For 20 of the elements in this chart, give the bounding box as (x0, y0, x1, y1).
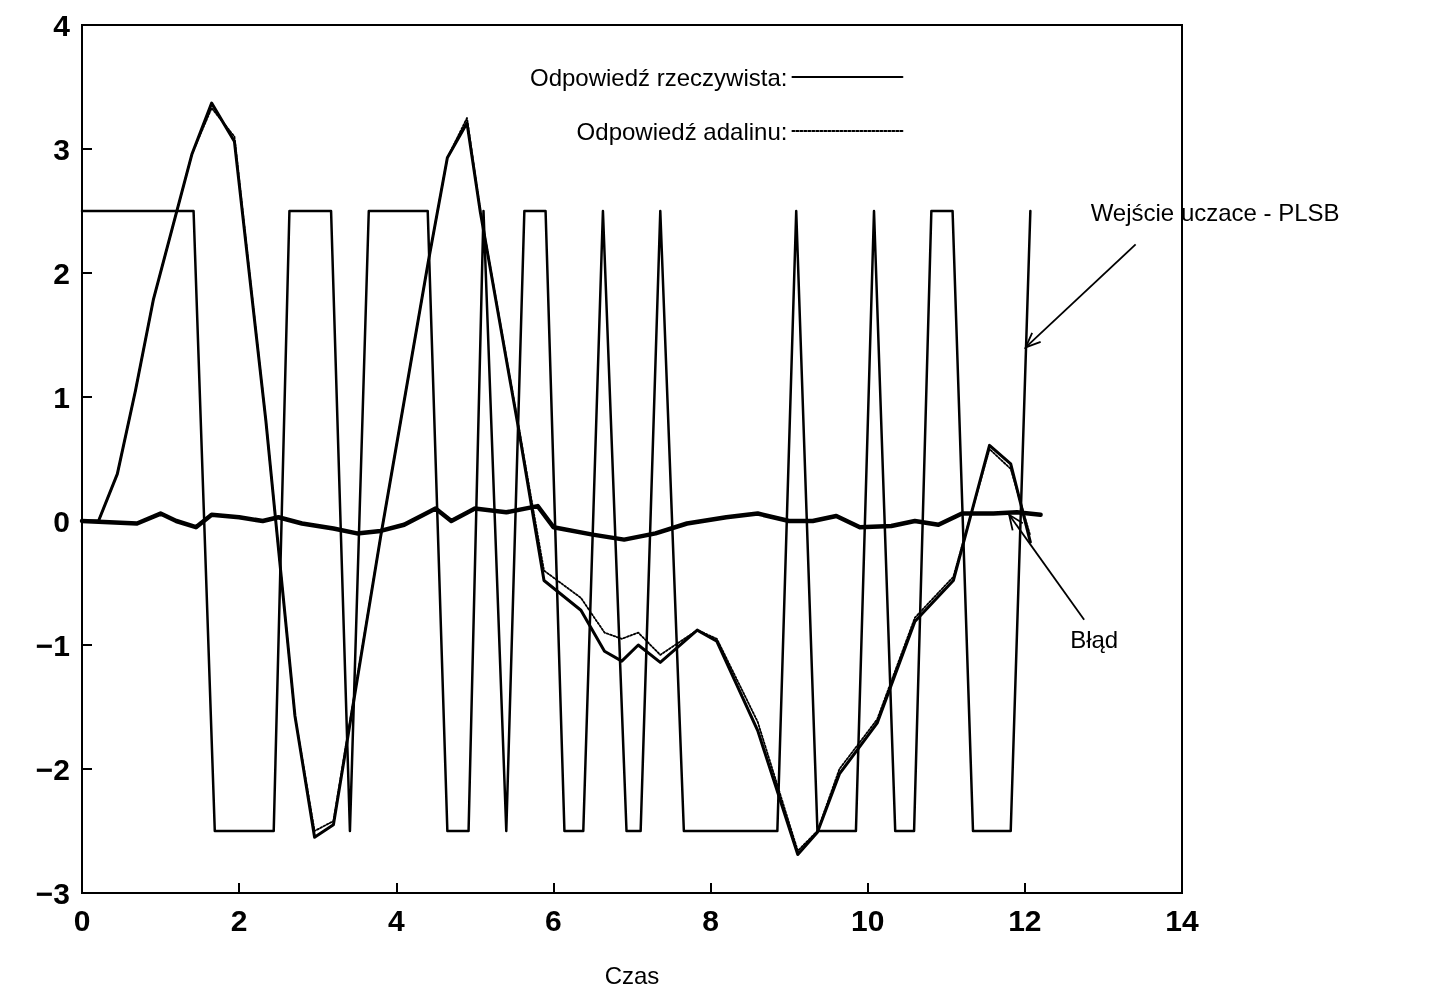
annotation: Wejście uczace - PLSB (1090, 198, 1340, 226)
x-tick-label: 12 (1008, 903, 1042, 937)
y-tick-label: 3 (53, 132, 70, 166)
x-tick-label: 4 (387, 903, 405, 937)
y-tick-label: 2 (53, 256, 70, 290)
annotation: Błąd (1070, 626, 1119, 654)
x-tick-label: 2 (230, 903, 248, 937)
x-tick-label: 8 (702, 903, 719, 937)
x-tick-label: 14 (1165, 903, 1199, 937)
x-tick-label: 6 (545, 903, 562, 937)
y-tick-label: −2 (35, 752, 70, 786)
x-tick-label: 10 (851, 903, 885, 937)
legend-label: Odpowiedź rzeczywista: (529, 63, 788, 91)
y-tick-label: 1 (53, 380, 70, 414)
y-tick-label: −1 (35, 628, 70, 662)
y-tick-label: −3 (35, 876, 70, 910)
y-tick-label: 0 (53, 504, 70, 538)
x-axis-title: Czas (604, 961, 660, 989)
legend-label: Odpowiedź adalinu: (576, 117, 788, 145)
y-tick-label: 4 (53, 8, 71, 42)
